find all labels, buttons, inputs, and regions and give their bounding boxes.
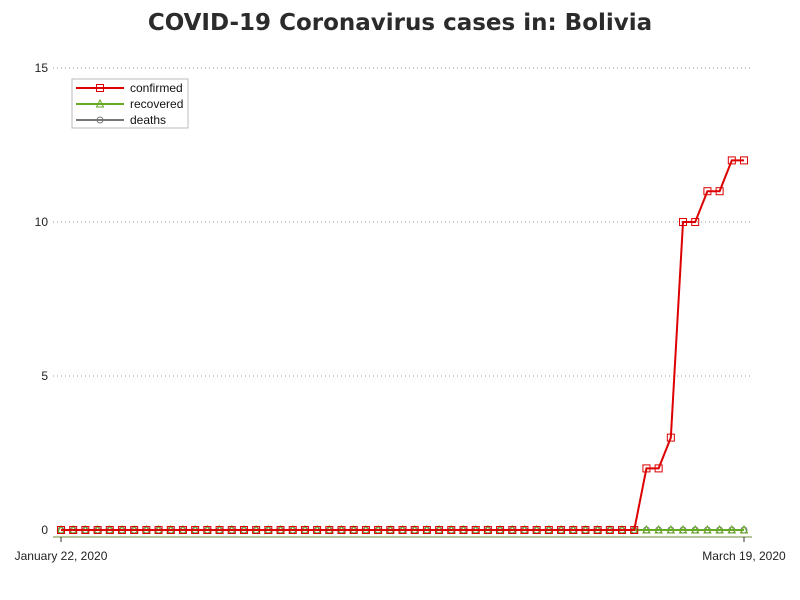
data-point-recovered	[654, 524, 663, 534]
data-point-confirmed	[386, 526, 395, 534]
data-point-recovered	[678, 524, 688, 534]
data-point-confirmed	[496, 526, 505, 534]
data-point-confirmed	[117, 526, 126, 534]
data-point-confirmed	[520, 526, 529, 534]
data-point-confirmed	[654, 464, 663, 473]
x-tick-label-end: March 19, 2020	[702, 549, 786, 563]
data-point-recovered	[739, 524, 749, 534]
data-point-confirmed	[422, 526, 431, 534]
data-point-confirmed	[264, 526, 273, 534]
data-point-confirmed	[252, 526, 261, 534]
series-line-confirmed	[61, 159, 744, 531]
data-point-recovered	[715, 524, 724, 534]
data-point-confirmed	[142, 526, 151, 534]
data-point-confirmed	[691, 218, 700, 226]
data-point-confirmed	[544, 526, 553, 534]
series-confirmed	[57, 156, 748, 534]
data-point-confirmed	[703, 187, 712, 196]
legend-marker-recovered	[95, 98, 105, 108]
y-tick-labels: 0 5 10 15	[35, 61, 49, 537]
data-point-confirmed	[105, 526, 114, 534]
y-tick-label: 0	[41, 523, 48, 537]
data-point-confirmed	[410, 526, 419, 534]
data-point-confirmed	[349, 526, 358, 534]
y-tick-label: 15	[35, 61, 49, 75]
axes	[53, 536, 752, 542]
data-point-confirmed	[715, 187, 724, 196]
data-point-recovered	[666, 524, 676, 534]
data-point-confirmed	[337, 526, 346, 534]
data-point-confirmed	[435, 526, 444, 534]
data-point-confirmed	[666, 433, 675, 442]
data-point-confirmed	[178, 526, 187, 534]
data-point-confirmed	[166, 526, 175, 534]
data-point-confirmed	[447, 526, 456, 534]
data-point-confirmed	[532, 526, 541, 534]
data-point-confirmed	[740, 156, 748, 165]
data-point-confirmed	[679, 218, 688, 226]
data-point-confirmed	[618, 526, 627, 534]
data-point-confirmed	[300, 526, 309, 534]
data-point-confirmed	[276, 526, 285, 534]
legend-label-confirmed: confirmed	[130, 81, 183, 95]
data-point-confirmed	[459, 526, 468, 534]
data-point-confirmed	[227, 526, 236, 534]
legend-marker-confirmed	[96, 84, 104, 92]
data-point-recovered	[727, 524, 737, 534]
data-point-confirmed	[374, 526, 383, 534]
data-point-confirmed	[471, 526, 480, 534]
data-point-confirmed	[727, 156, 736, 165]
legend: confirmed recovered deaths	[71, 78, 189, 129]
data-point-confirmed	[361, 526, 370, 534]
data-point-confirmed	[239, 526, 248, 534]
data-point-confirmed	[288, 526, 297, 534]
legend-marker-deaths	[96, 116, 104, 124]
data-point-confirmed	[69, 526, 78, 534]
legend-label-recovered: recovered	[130, 97, 183, 111]
data-point-confirmed	[57, 526, 65, 534]
data-point-confirmed	[313, 526, 322, 534]
data-point-confirmed	[557, 526, 566, 534]
data-point-recovered	[642, 524, 651, 534]
data-point-confirmed	[191, 526, 200, 534]
legend-label-deaths: deaths	[130, 113, 166, 127]
data-point-confirmed	[154, 526, 163, 534]
data-point-confirmed	[630, 526, 639, 534]
data-point-confirmed	[593, 526, 602, 534]
data-point-confirmed	[483, 526, 492, 534]
data-point-confirmed	[215, 526, 224, 534]
data-point-confirmed	[93, 526, 102, 534]
data-point-confirmed	[642, 464, 651, 473]
data-point-confirmed	[581, 526, 590, 534]
x-tick-labels: January 22, 2020 March 19, 2020	[15, 549, 786, 563]
data-point-confirmed	[569, 526, 578, 534]
data-point-confirmed	[81, 526, 90, 534]
chart-title: COVID-19 Coronavirus cases in: Bolivia	[147, 10, 653, 36]
x-tick-label-start: January 22, 2020	[15, 549, 108, 563]
data-point-confirmed	[398, 526, 407, 534]
data-point-recovered	[703, 524, 712, 534]
y-tick-label: 10	[35, 215, 49, 229]
series-group	[56, 156, 749, 534]
data-point-confirmed	[508, 526, 517, 534]
y-tick-label: 5	[41, 369, 48, 383]
data-point-confirmed	[325, 526, 334, 534]
data-point-confirmed	[203, 526, 212, 534]
data-point-confirmed	[605, 526, 614, 534]
data-point-confirmed	[130, 526, 139, 534]
data-point-recovered	[690, 524, 700, 534]
grid-lines	[53, 67, 752, 377]
